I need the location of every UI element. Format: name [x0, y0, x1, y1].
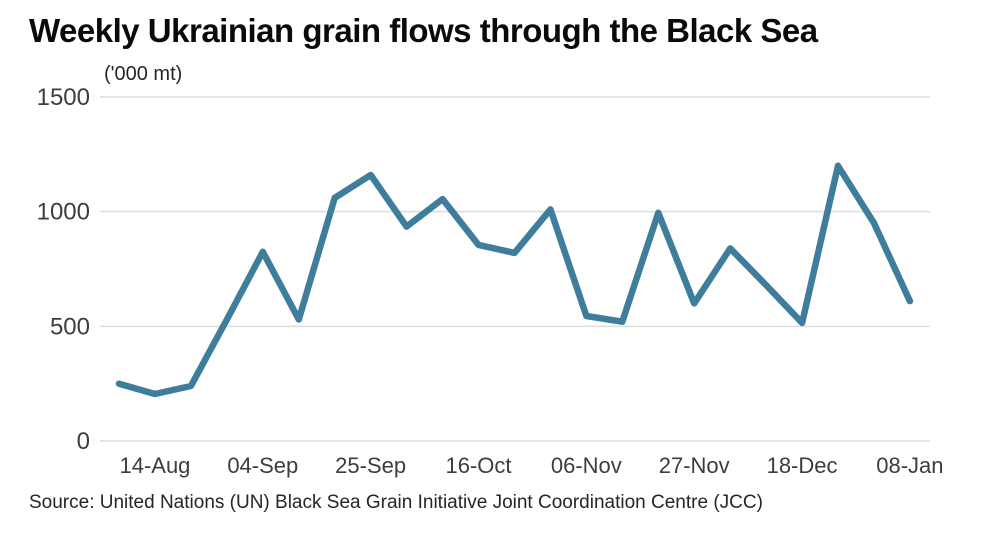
y-axis-tick-label: 500 — [50, 313, 90, 340]
y-axis-tick-label: 1000 — [37, 199, 90, 226]
x-axis-tick-label: 25-Sep — [335, 453, 406, 478]
y-axis-tick-label: 1500 — [37, 84, 90, 111]
x-axis-tick-label: 18-Dec — [767, 453, 838, 478]
x-axis-tick-label: 16-Oct — [445, 453, 511, 478]
x-axis-tick-label: 06-Nov — [551, 453, 622, 478]
units-label: ('000 mt) — [104, 63, 183, 85]
x-axis-tick-label: 08-Jan — [876, 453, 943, 478]
x-axis-tick-label: 04-Sep — [227, 453, 298, 478]
y-axis-tick-label: 0 — [77, 428, 90, 455]
x-axis-tick-label: 14-Aug — [119, 453, 190, 478]
x-axis-tick-label: 27-Nov — [659, 453, 730, 478]
chart-title: Weekly Ukrainian grain flows through the… — [29, 12, 818, 49]
data-series-line — [115, 162, 914, 398]
source-note: Source: United Nations (UN) Black Sea Gr… — [29, 492, 763, 513]
